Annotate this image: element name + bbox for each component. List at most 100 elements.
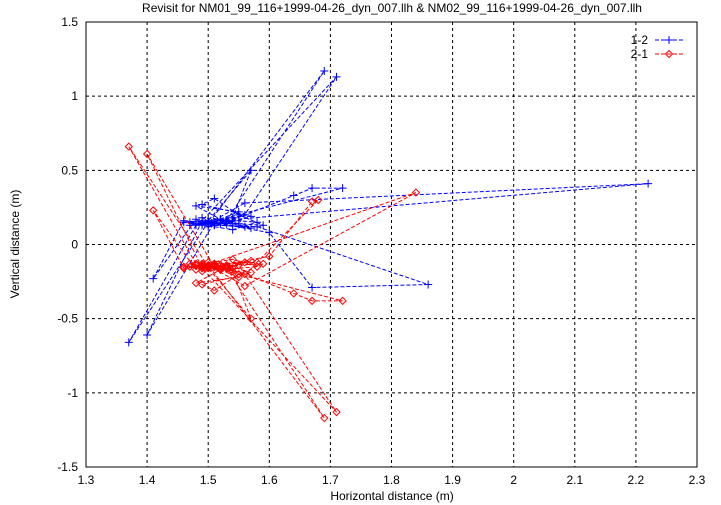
data-point [198,213,207,222]
data-point [332,407,341,417]
y-tick-label: -1.5 [57,460,78,474]
x-axis-label: Horizontal distance (m) [330,489,453,503]
data-point [210,194,219,203]
y-tick-label: -1 [67,386,78,400]
data-point [234,219,243,228]
data-point [179,262,188,271]
data-point [197,280,207,289]
data-point [216,264,225,273]
data-point [411,188,421,197]
data-point [246,268,256,277]
data-point [191,259,201,268]
data-point [222,264,231,273]
data-point [265,228,274,237]
data-point [204,219,213,228]
data-point [240,281,250,291]
data-point [149,206,158,215]
x-tick-label: 2.3 [689,473,706,487]
x-tick-label: 1.8 [383,473,400,487]
data-point [289,191,298,200]
series-line [128,146,417,419]
data-point [253,218,262,227]
data-point [185,259,195,268]
y-tick-label: -0.5 [57,312,78,326]
series-2-1 [124,142,421,423]
data-point [644,179,653,188]
data-point [228,264,237,273]
y-axis-label: Vertical distance (m) [8,190,22,299]
x-tick-label: 2 [510,473,517,487]
data-point [424,280,433,289]
data-point [240,210,249,219]
data-point [210,261,219,270]
legend-label: 2-1 [631,47,649,61]
data-point [197,266,207,276]
data-point [307,296,317,306]
x-tick-label: 1.5 [200,473,217,487]
data-point [222,261,231,270]
data-point [191,201,200,210]
x-tick-label: 2.1 [566,473,583,487]
data-point [338,296,347,306]
data-point [198,200,207,209]
y-tick-label: 1 [71,89,78,103]
data-point [191,278,201,288]
data-point [203,262,213,271]
grid [86,22,697,467]
x-tick-label: 1.3 [78,473,95,487]
data-point [228,255,237,264]
data-point [142,149,152,159]
data-point [216,265,225,274]
data-point [246,212,255,221]
data-point [210,221,219,230]
data-point [252,262,262,271]
data-point [320,66,329,75]
data-point [198,221,207,230]
legend: 1-22-1 [631,33,684,61]
data-point [338,184,347,193]
data-point [234,269,243,279]
data-point [332,72,341,81]
data-point [124,142,133,151]
data-point [191,219,200,228]
data-point [191,265,201,274]
data-point [203,258,213,267]
data-point [265,252,274,261]
y-tick-label: 0.5 [61,163,78,177]
y-tick-label: 0 [71,238,78,252]
legend-label: 1-2 [631,33,649,47]
data-point [216,215,225,224]
data-point [246,224,255,233]
data-point [320,413,329,423]
x-tick-label: 1.6 [261,473,278,487]
data-point [197,259,207,268]
data-point [313,195,323,205]
x-tick-label: 1.7 [322,473,339,487]
data-point [228,216,237,225]
data-point [246,256,256,266]
legend-marker [665,36,673,44]
data-point [210,286,219,295]
data-point [124,338,133,347]
data-point [197,261,207,270]
data-point [185,262,195,271]
data-point [234,261,243,270]
series-layer [124,66,653,423]
data-point [246,166,255,175]
data-point [259,221,268,230]
ticks: 1.3 1.4 1.5 1.6 1.7 1.8 1.9 2 2.1 2.2 2.3 -1.5 -1 -0.… [57,15,705,487]
plot-frame [85,21,698,468]
data-point [308,283,317,292]
data-point [228,225,237,234]
x-tick-label: 1.9 [444,473,461,487]
data-point [149,274,158,283]
data-point [289,289,298,298]
chart-title: Revisit for NM01_99_116+1999-04-26_dyn_0… [142,1,642,15]
data-point [240,198,249,207]
data-point [179,218,188,227]
legend-marker [664,49,674,59]
series-line [128,70,649,343]
x-tick-label: 2.2 [628,473,645,487]
data-point [308,184,317,193]
